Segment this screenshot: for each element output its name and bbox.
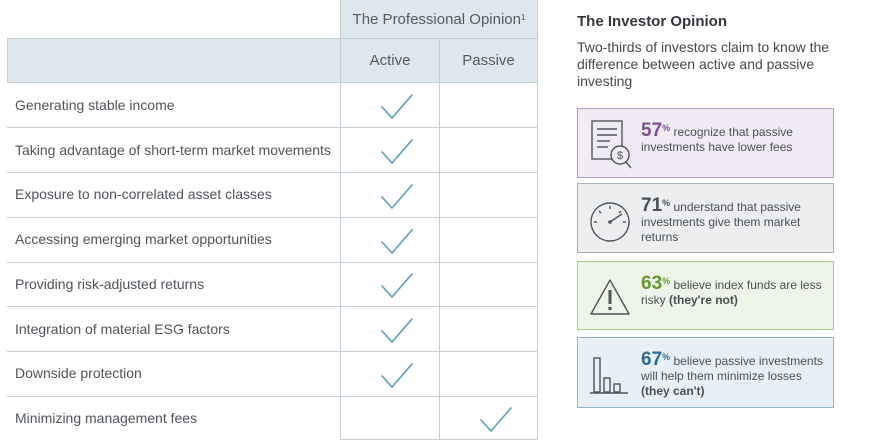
percent-sign: % bbox=[662, 352, 671, 362]
check-icon bbox=[381, 273, 413, 298]
stat-card-market-returns: 71% understand that passive investments … bbox=[577, 183, 834, 253]
footnote-marker: 1 bbox=[520, 12, 526, 22]
column-header-passive: Passive bbox=[462, 52, 515, 69]
check-icon bbox=[381, 184, 413, 209]
stat-percent: 67 bbox=[641, 349, 663, 370]
row-label-stable-income: Generating stable income bbox=[15, 97, 175, 113]
row-label-non-correlated-assets: Exposure to non-correlated asset classes bbox=[15, 186, 272, 202]
check-icon bbox=[381, 363, 413, 388]
row-label-management-fees: Minimizing management fees bbox=[15, 410, 198, 426]
stat-description: recognize that passive investments have … bbox=[641, 125, 793, 154]
column-header-active: Active bbox=[369, 52, 411, 69]
stat-description: believe passive investments will help th… bbox=[641, 354, 823, 383]
professional-opinion-title: The Professional Opinion bbox=[352, 10, 521, 28]
stat-card-minimize-losses: 67% believe passive investments will hel… bbox=[577, 337, 834, 408]
stat-description: understand that passive investments give… bbox=[641, 200, 801, 244]
row-label-risk-adjusted-returns: Providing risk-adjusted returns bbox=[15, 276, 205, 292]
percent-sign: % bbox=[662, 276, 671, 286]
stat-emphasis: (they're not) bbox=[669, 293, 738, 307]
row-label-emerging-markets: Accessing emerging market opportunities bbox=[15, 231, 272, 247]
check-icon bbox=[381, 318, 413, 343]
professional-opinion-header: The Professional Opinion 1 bbox=[340, 0, 538, 38]
row-label-esg-factors: Integration of material ESG factors bbox=[15, 321, 230, 337]
stat-percent: 57 bbox=[641, 120, 663, 141]
stat-emphasis: (they can't) bbox=[641, 384, 705, 398]
percent-sign: % bbox=[662, 198, 671, 208]
bar-chart-icon bbox=[590, 357, 628, 394]
stat-percent: 71 bbox=[641, 195, 663, 216]
row-label-downside-protection: Downside protection bbox=[15, 365, 142, 381]
table-header-row bbox=[7, 38, 538, 82]
stat-description: believe index funds are less risky bbox=[641, 278, 822, 307]
check-icon bbox=[381, 229, 413, 254]
percent-sign: % bbox=[662, 123, 671, 133]
check-icon bbox=[480, 407, 512, 432]
stat-card-fees: $ 57% recognize that passive investments… bbox=[577, 108, 834, 178]
investor-opinion-title: The Investor Opinion bbox=[577, 13, 728, 30]
check-icon bbox=[381, 94, 413, 119]
warning-triangle-icon bbox=[590, 279, 630, 315]
check-icon bbox=[381, 139, 413, 164]
fee-document-icon: $ bbox=[591, 120, 632, 169]
stat-percent: 63 bbox=[641, 273, 663, 294]
stat-card-index-risk: 63% believe index funds are less risky (… bbox=[577, 261, 834, 330]
investor-opinion-subtitle: Two-thirds of investors claim to know th… bbox=[577, 39, 830, 89]
gauge-icon bbox=[590, 202, 630, 242]
row-label-short-term-movements: Taking advantage of short-term market mo… bbox=[15, 142, 331, 158]
svg-text:$: $ bbox=[617, 150, 623, 162]
